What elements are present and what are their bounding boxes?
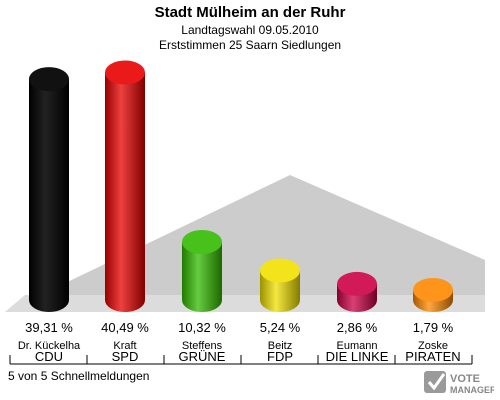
value-label: 40,49 % <box>101 320 149 335</box>
bar-grüne <box>182 242 222 312</box>
bar-top-spd <box>105 60 145 85</box>
checkmark-icon <box>424 371 446 393</box>
party-label: PIRATEN <box>405 349 460 364</box>
party-label: CDU <box>35 349 63 364</box>
bar-spd <box>105 72 145 312</box>
party-label: SPD <box>112 349 139 364</box>
bar-top-cdu <box>29 67 69 92</box>
candidate-label: Dr. Kückelha <box>18 340 81 352</box>
bar-top-die-linke <box>337 271 377 296</box>
svg-text:VOTE: VOTE <box>450 373 480 385</box>
party-label: DIE LINKE <box>326 349 389 364</box>
bar-cdu <box>29 79 69 312</box>
chart-subtitle-district: Erststimmen 25 Saarn Siedlungen <box>158 38 342 52</box>
party-label: FDP <box>267 349 293 364</box>
candidate-label: Zoske <box>418 340 448 352</box>
svg-text:MANAGER: MANAGER <box>450 385 494 395</box>
bar-top-fdp <box>260 258 300 283</box>
bar-top-piraten <box>413 277 453 302</box>
candidate-label: Beitz <box>268 340 292 352</box>
value-label: 39,31 % <box>25 320 73 335</box>
value-label: 5,24 % <box>260 320 301 335</box>
value-label: 10,32 % <box>178 320 226 335</box>
vote-manager-logo: VOTE MANAGER <box>424 371 494 395</box>
value-label: 2,86 % <box>337 320 378 335</box>
chart-title: Stadt Mülheim an der Ruhr <box>154 4 346 21</box>
candidate-label: Eumann <box>337 340 378 352</box>
value-label: 1,79 % <box>413 320 454 335</box>
candidate-label: Steffens <box>182 340 223 352</box>
chart-subtitle-date: Landtagswahl 09.05.2010 <box>181 23 319 37</box>
candidate-label: Kraft <box>113 340 136 352</box>
footer-report-count: 5 von 5 Schnellmeldungen <box>8 369 150 383</box>
bar-top-grüne <box>182 230 222 255</box>
party-label: GRÜNE <box>179 349 226 364</box>
